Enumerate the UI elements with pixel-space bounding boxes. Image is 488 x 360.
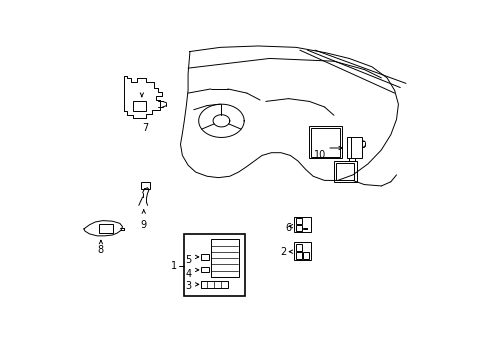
Text: 9: 9 bbox=[141, 220, 146, 230]
Text: 8: 8 bbox=[97, 245, 103, 255]
Bar bbox=[295, 219, 301, 225]
Bar bbox=[295, 225, 301, 231]
Bar bbox=[333, 161, 356, 182]
Text: 3: 3 bbox=[185, 281, 191, 291]
Bar bbox=[302, 252, 308, 259]
Text: 10: 10 bbox=[313, 150, 326, 161]
Text: 5: 5 bbox=[185, 255, 191, 265]
Bar bbox=[335, 163, 354, 180]
Bar bbox=[311, 128, 339, 157]
Bar bbox=[294, 217, 311, 232]
Bar bbox=[295, 244, 301, 251]
Text: 2: 2 bbox=[280, 247, 286, 257]
Bar bbox=[200, 281, 227, 288]
Bar bbox=[210, 239, 239, 278]
Bar bbox=[141, 182, 149, 189]
Bar bbox=[200, 254, 208, 260]
Text: 7: 7 bbox=[142, 123, 148, 133]
Text: 6: 6 bbox=[285, 222, 290, 233]
Bar bbox=[295, 252, 301, 259]
Bar bbox=[346, 138, 361, 158]
Bar bbox=[200, 267, 208, 273]
Bar bbox=[133, 101, 146, 111]
Bar bbox=[294, 242, 311, 260]
Bar bbox=[309, 126, 341, 158]
Text: 4: 4 bbox=[185, 269, 191, 279]
Bar bbox=[184, 234, 244, 296]
Bar bbox=[99, 224, 113, 233]
Text: 1: 1 bbox=[171, 261, 177, 271]
